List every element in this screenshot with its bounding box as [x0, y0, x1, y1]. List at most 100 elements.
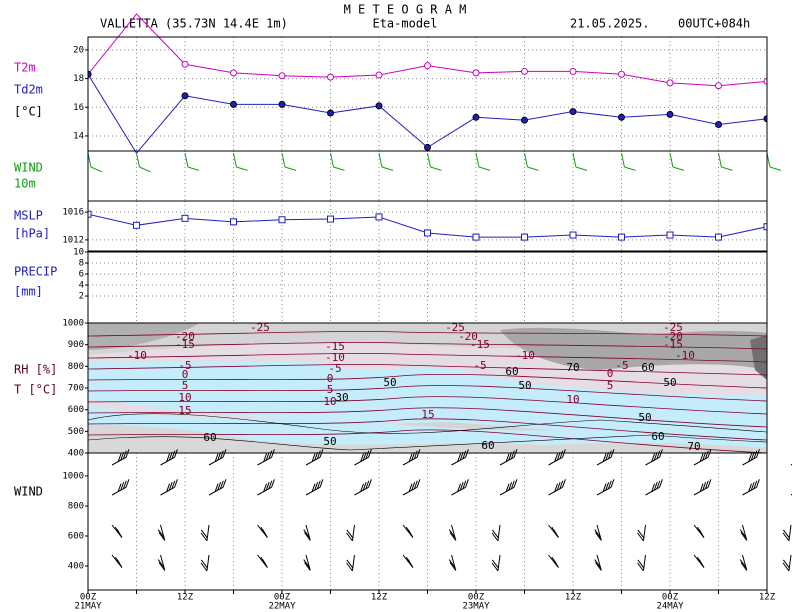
wind-barb [465, 479, 469, 488]
wind-barb [405, 526, 412, 536]
wind-barb [233, 152, 237, 168]
wind-barb [696, 526, 703, 536]
wind-barb [607, 480, 612, 489]
wind-barb [510, 480, 515, 489]
rh-contour-label: 50 [638, 411, 651, 424]
panel-label: WIND [14, 485, 43, 499]
marker [521, 67, 528, 75]
wind-barb [699, 453, 704, 462]
wind-barb [236, 166, 248, 171]
wind-barb [478, 166, 491, 171]
wind-barb [624, 166, 636, 171]
t-contour-label: -10 [515, 349, 535, 362]
rh-contour-label: 60 [651, 430, 664, 443]
panel-label: PRECIP [14, 265, 57, 279]
wind-barb [559, 450, 564, 459]
wind-barb [607, 450, 612, 459]
wind-barb [314, 482, 319, 491]
wind-barb [637, 562, 644, 572]
rh-contour-label: 60 [481, 439, 494, 452]
wind-barb [505, 453, 510, 462]
marker [521, 233, 528, 241]
wind-barb [702, 482, 707, 491]
t-contour-label: -20 [663, 330, 683, 343]
wind-barb [748, 483, 752, 492]
wind-barb [122, 480, 127, 489]
wind-barb [659, 479, 663, 488]
marker [715, 82, 722, 90]
x-tick-label: 00Z [80, 593, 97, 603]
wind-barb [707, 479, 712, 488]
rh-contour [88, 434, 767, 451]
y-tick-label: 800 [68, 501, 84, 511]
wind-barb [314, 452, 319, 461]
t-contour-label: -10 [127, 349, 147, 362]
panel-label: T2m [14, 61, 36, 75]
marker [763, 77, 767, 85]
wind-barb [217, 482, 222, 491]
wind-barb [427, 152, 431, 168]
wind-barb [346, 529, 354, 539]
wind-barb [449, 562, 457, 571]
y-tick-label: 16 [73, 103, 84, 113]
wind-barb [217, 452, 222, 461]
wind-barb [699, 483, 704, 492]
wind-barb [405, 556, 412, 566]
t-contour-label: 15 [178, 404, 191, 417]
t-contour-label: 5 [327, 383, 334, 396]
wind-barb [305, 524, 311, 541]
marker [472, 113, 480, 121]
wind-barb [457, 483, 461, 492]
t-contour-label: -25 [663, 321, 683, 334]
wind-barb [125, 479, 130, 488]
panel-label: RH [%] [14, 363, 57, 377]
t-contour [88, 342, 767, 350]
wind-barb [621, 152, 625, 168]
wind-barb [653, 452, 658, 461]
wind-barb [360, 453, 364, 462]
t-contour [88, 407, 767, 428]
wind-barb [788, 554, 792, 571]
wind-barb [750, 482, 755, 491]
wind-barb [265, 452, 270, 461]
marker [327, 109, 334, 117]
panel-label: WIND [14, 161, 43, 175]
marker [666, 110, 674, 118]
marker [181, 92, 189, 100]
wind-barb [451, 524, 457, 541]
t-contour-label: 0 [182, 368, 189, 381]
wind-barb [413, 480, 418, 489]
panel-label: Td2m [14, 83, 43, 97]
wind-barb [304, 532, 311, 541]
wind-barb [263, 483, 267, 492]
wind-barb [510, 450, 515, 459]
wind-barb [462, 480, 467, 489]
y-tick-label: 20 [73, 45, 84, 55]
wind-barb [219, 450, 224, 459]
wind-barb [206, 554, 210, 571]
marker [181, 214, 189, 222]
wind-barb [430, 166, 442, 171]
wind-barb [572, 152, 577, 168]
wind-barb [748, 453, 752, 462]
t-contour-label: 10 [566, 393, 579, 406]
wind-barb [457, 453, 461, 462]
wind-barb [260, 556, 267, 566]
wind-barb [160, 554, 166, 571]
wind-barb [120, 482, 125, 491]
wind-barb [637, 529, 645, 539]
wind-barb [753, 480, 758, 489]
marker [763, 223, 767, 231]
marker [230, 69, 237, 77]
wind-barb [448, 559, 456, 568]
wind-barb [333, 166, 345, 171]
wind-barb [416, 479, 421, 488]
wind-barb [117, 453, 122, 462]
rh-contour-label: 60 [641, 361, 654, 374]
y-tick-label: 1000 [62, 319, 84, 329]
marker [424, 229, 431, 237]
wind-barb [497, 554, 501, 571]
wind-barb [411, 482, 416, 491]
wind-barb [200, 532, 208, 542]
wind-barb [782, 529, 790, 539]
